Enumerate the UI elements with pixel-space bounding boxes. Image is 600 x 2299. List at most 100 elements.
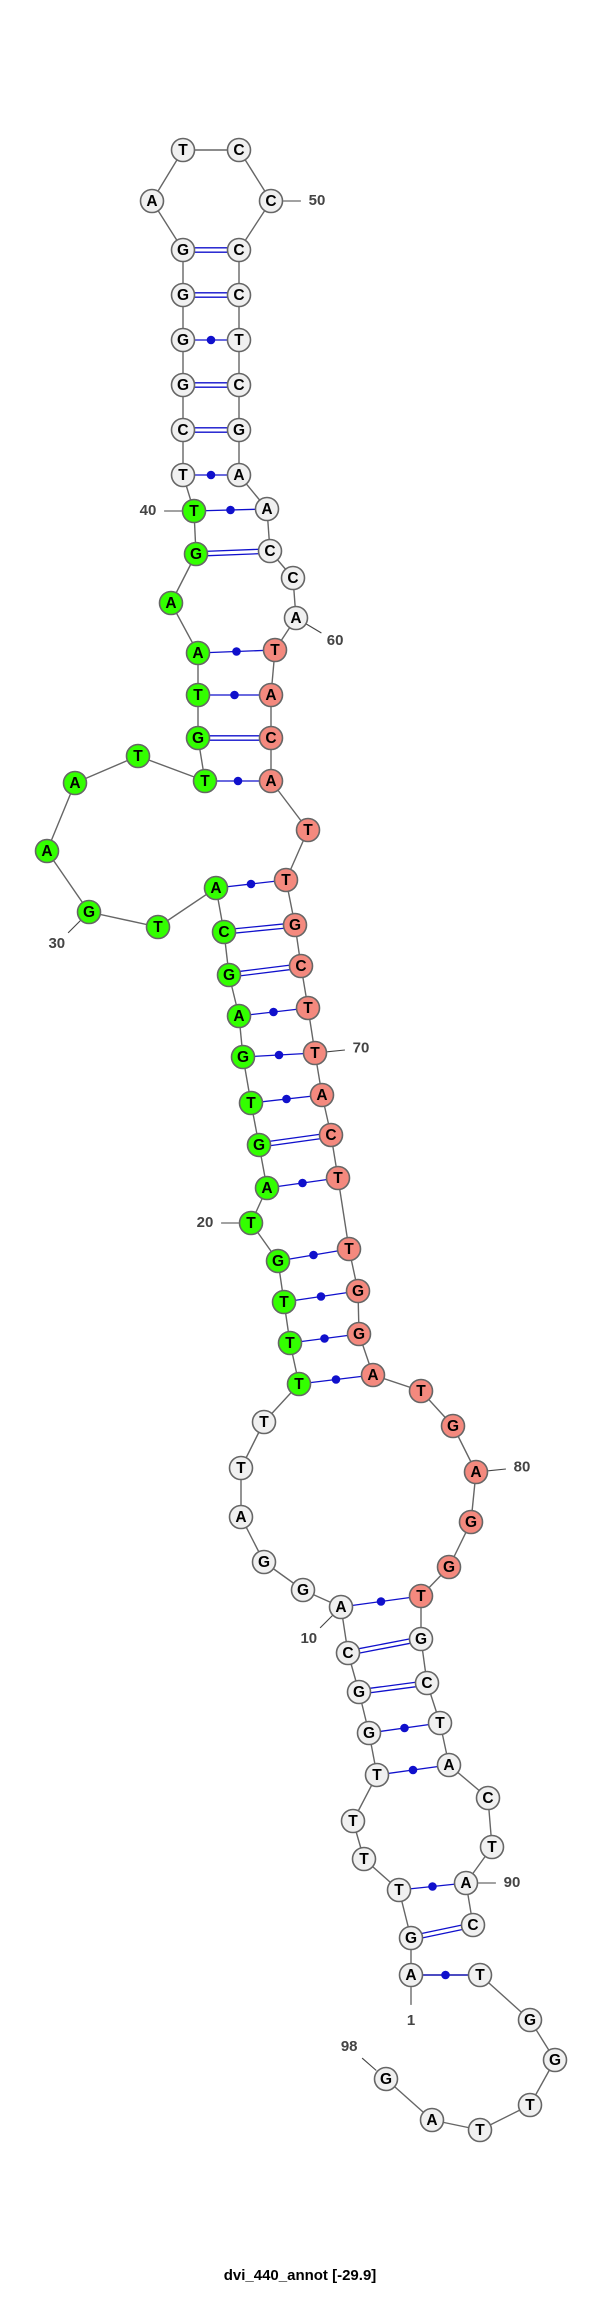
svg-text:70: 70 [353,1039,370,1056]
svg-text:T: T [344,1241,354,1258]
svg-text:T: T [234,332,244,349]
svg-text:C: C [265,193,276,210]
svg-text:A: A [265,687,276,704]
svg-text:G: G [465,1514,477,1531]
svg-text:T: T [246,1215,256,1232]
svg-text:30: 30 [48,935,65,952]
svg-text:T: T [281,872,291,889]
svg-text:G: G [549,2052,561,2069]
svg-text:A: A [261,501,272,518]
svg-text:G: G [177,242,189,259]
svg-text:T: T [372,1767,382,1784]
svg-text:G: G [415,1631,427,1648]
svg-text:G: G [192,730,204,747]
svg-text:A: A [165,595,176,612]
svg-text:60: 60 [327,632,344,649]
svg-text:A: A [69,775,80,792]
svg-text:T: T [394,1882,404,1899]
svg-text:C: C [482,1790,493,1807]
svg-text:A: A [233,1008,244,1025]
svg-text:G: G [353,1684,365,1701]
svg-text:G: G [177,287,189,304]
svg-text:A: A [335,1599,346,1616]
svg-text:G: G [524,2012,536,2029]
svg-text:C: C [325,1127,336,1144]
svg-text:90: 90 [504,1874,521,1891]
svg-text:T: T [359,1851,369,1868]
svg-text:G: G [447,1418,459,1435]
svg-text:80: 80 [514,1458,531,1475]
svg-text:A: A [443,1757,454,1774]
svg-text:T: T [279,1294,289,1311]
svg-text:C: C [233,242,244,259]
svg-text:C: C [233,287,244,304]
svg-text:C: C [264,543,275,560]
svg-text:T: T [475,1967,485,1984]
svg-text:G: G [237,1049,249,1066]
svg-text:A: A [426,2112,437,2129]
svg-text:A: A [265,773,276,790]
svg-text:20: 20 [197,1214,214,1231]
svg-text:T: T [178,467,188,484]
svg-text:T: T [193,687,203,704]
svg-text:A: A [146,193,157,210]
svg-text:T: T [435,1715,445,1732]
svg-text:T: T [333,1170,343,1187]
svg-text:G: G [352,1283,364,1300]
svg-text:T: T [487,1839,497,1856]
svg-text:T: T [310,1045,320,1062]
svg-text:A: A [367,1367,378,1384]
svg-text:T: T [285,1335,295,1352]
svg-text:G: G [443,1559,455,1576]
svg-text:G: G [297,1582,309,1599]
svg-text:A: A [316,1087,327,1104]
svg-text:A: A [210,880,221,897]
svg-text:T: T [294,1376,304,1393]
svg-text:G: G [363,1725,375,1742]
svg-text:A: A [41,843,52,860]
svg-text:T: T [246,1095,256,1112]
svg-text:C: C [265,730,276,747]
svg-text:C: C [421,1675,432,1692]
svg-text:G: G [253,1137,265,1154]
svg-text:A: A [235,1509,246,1526]
svg-text:C: C [233,377,244,394]
svg-text:A: A [405,1967,416,1984]
svg-text:C: C [287,570,298,587]
svg-text:G: G [380,2071,392,2088]
svg-text:T: T [153,919,163,936]
svg-text:C: C [295,958,306,975]
svg-text:G: G [289,917,301,934]
svg-text:T: T [525,2097,535,2114]
svg-text:A: A [261,1180,272,1197]
svg-text:G: G [353,1326,365,1343]
svg-text:T: T [259,1414,269,1431]
svg-text:G: G [272,1253,284,1270]
svg-text:G: G [177,377,189,394]
svg-text:A: A [192,645,203,662]
svg-text:50: 50 [309,192,326,209]
svg-text:98: 98 [341,2038,358,2055]
svg-text:T: T [303,822,313,839]
svg-text:1: 1 [407,2012,415,2029]
svg-text:T: T [475,2122,485,2139]
svg-text:G: G [83,904,95,921]
svg-text:G: G [405,1930,417,1947]
svg-text:C: C [342,1645,353,1662]
svg-text:A: A [233,467,244,484]
svg-text:T: T [178,142,188,159]
svg-text:T: T [200,773,210,790]
svg-text:G: G [233,422,245,439]
svg-text:T: T [270,642,280,659]
svg-text:C: C [218,924,229,941]
svg-text:T: T [189,503,199,520]
svg-text:G: G [258,1554,270,1571]
svg-text:C: C [467,1917,478,1934]
svg-text:G: G [190,546,202,563]
svg-text:G: G [177,332,189,349]
svg-text:T: T [303,1000,313,1017]
svg-text:A: A [470,1464,481,1481]
svg-text:10: 10 [300,1630,317,1647]
svg-text:T: T [348,1813,358,1830]
svg-text:40: 40 [140,502,157,519]
